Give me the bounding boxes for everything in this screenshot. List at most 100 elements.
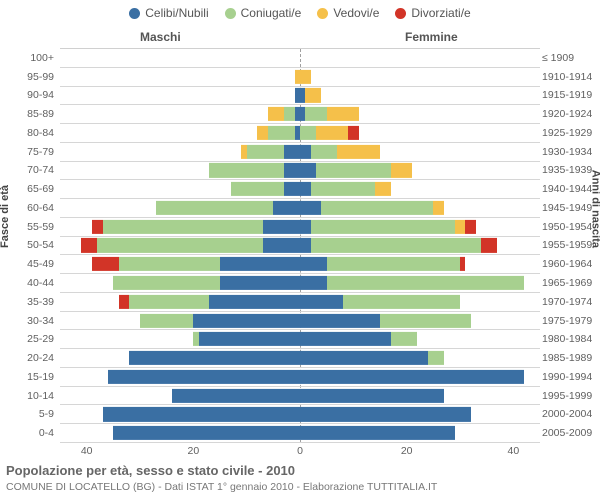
females-header: Femmine: [405, 30, 458, 44]
seg-widowed: [327, 107, 359, 121]
seg-married: [113, 276, 220, 290]
seg-married: [231, 182, 284, 196]
seg-widowed: [305, 88, 321, 102]
seg-single: [300, 201, 321, 215]
seg-single: [284, 182, 300, 196]
age-row: 15-191990-1994: [60, 368, 540, 387]
age-row: 75-791930-1934: [60, 143, 540, 162]
age-label: 55-59: [6, 221, 54, 232]
female-bar: [300, 370, 524, 384]
seg-divorced: [119, 295, 130, 309]
seg-single: [209, 295, 300, 309]
birth-year-label: 1965-1969: [542, 278, 598, 289]
female-bar: [300, 70, 311, 84]
age-row: 40-441965-1969: [60, 274, 540, 293]
male-bar: [268, 107, 300, 121]
seg-married: [103, 220, 263, 234]
seg-married: [268, 126, 295, 140]
married-swatch-icon: [225, 8, 236, 19]
seg-single: [113, 426, 300, 440]
male-bar: [119, 295, 300, 309]
seg-married: [193, 332, 198, 346]
seg-single: [295, 126, 300, 140]
age-row: 60-641945-1949: [60, 199, 540, 218]
seg-single: [108, 370, 300, 384]
seg-married: [156, 201, 273, 215]
seg-married: [129, 295, 209, 309]
x-tick-label: 0: [280, 445, 320, 457]
age-label: 30-34: [6, 315, 54, 326]
male-bar: [241, 145, 300, 159]
seg-single: [199, 332, 300, 346]
seg-single: [300, 182, 311, 196]
age-label: 70-74: [6, 165, 54, 176]
female-bar: [300, 313, 471, 327]
age-label: 40-44: [6, 278, 54, 289]
chart-title: Popolazione per età, sesso e stato civil…: [6, 463, 295, 478]
female-bar: [300, 182, 391, 196]
seg-single: [300, 145, 311, 159]
seg-married: [140, 313, 193, 327]
female-bar: [300, 407, 471, 421]
seg-single: [300, 163, 316, 177]
seg-single: [295, 88, 300, 102]
birth-year-label: 1990-1994: [542, 372, 598, 383]
male-bar: [193, 332, 300, 346]
divorced-swatch-icon: [395, 8, 406, 19]
seg-single: [300, 388, 444, 402]
seg-married: [327, 257, 460, 271]
male-bar: [108, 370, 300, 384]
birth-year-label: 1945-1949: [542, 203, 598, 214]
age-label: 0-4: [6, 428, 54, 439]
seg-single: [300, 332, 391, 346]
seg-married: [327, 276, 524, 290]
seg-divorced: [92, 257, 119, 271]
seg-widowed: [257, 126, 268, 140]
seg-single: [300, 407, 471, 421]
seg-married: [391, 332, 418, 346]
seg-widowed: [433, 201, 444, 215]
seg-married: [300, 126, 316, 140]
seg-single: [263, 220, 300, 234]
female-bar: [300, 388, 444, 402]
birth-year-label: 1915-1919: [542, 90, 598, 101]
seg-married: [311, 220, 455, 234]
seg-divorced: [460, 257, 465, 271]
seg-widowed: [455, 220, 466, 234]
males-header: Maschi: [140, 30, 181, 44]
male-bar: [295, 70, 300, 84]
seg-divorced: [92, 220, 103, 234]
age-label: 80-84: [6, 128, 54, 139]
widowed-swatch-icon: [317, 8, 328, 19]
legend-label: Divorziati/e: [411, 6, 470, 20]
chart-legend: Celibi/NubiliConiugati/eVedovi/eDivorzia…: [0, 6, 600, 20]
female-bar: [300, 257, 465, 271]
seg-married: [343, 295, 460, 309]
legend-item-divorced: Divorziati/e: [395, 6, 470, 20]
seg-single: [193, 313, 300, 327]
age-label: 85-89: [6, 109, 54, 120]
birth-year-label: 1960-1964: [542, 259, 598, 270]
age-row: 10-141995-1999: [60, 387, 540, 406]
age-label: 60-64: [6, 203, 54, 214]
female-bar: [300, 276, 524, 290]
birth-year-label: 1950-1954: [542, 221, 598, 232]
birth-year-label: 1980-1984: [542, 334, 598, 345]
seg-married: [380, 313, 471, 327]
seg-married: [311, 238, 482, 252]
male-bar: [129, 351, 300, 365]
seg-divorced: [481, 238, 497, 252]
age-label: 10-14: [6, 390, 54, 401]
male-bar: [209, 163, 300, 177]
seg-widowed: [295, 70, 300, 84]
birth-year-label: 1920-1924: [542, 109, 598, 120]
age-label: 5-9: [6, 409, 54, 420]
population-pyramid-plot: 100+≤ 190995-991910-191490-941915-191985…: [60, 48, 540, 443]
seg-widowed: [241, 145, 246, 159]
y-left-axis-title: Fasce di età: [0, 185, 11, 248]
seg-single: [300, 88, 305, 102]
age-row: 70-741935-1939: [60, 162, 540, 181]
birth-year-label: 1975-1979: [542, 315, 598, 326]
female-bar: [300, 145, 380, 159]
seg-single: [220, 257, 300, 271]
